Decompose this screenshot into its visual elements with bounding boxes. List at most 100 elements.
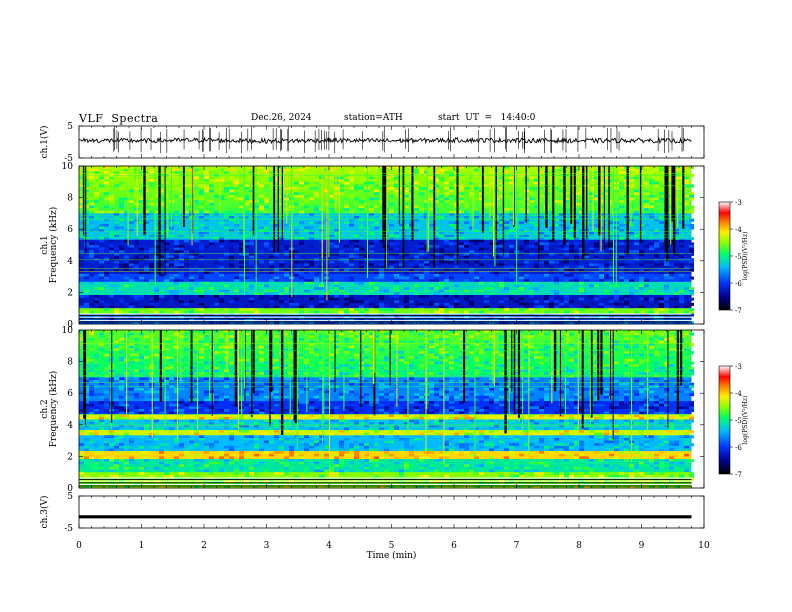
spectrogram-cell xyxy=(124,302,129,306)
spectrogram-cell xyxy=(404,300,409,304)
spectrogram-cell xyxy=(299,348,304,352)
spectrogram-cell xyxy=(219,345,224,349)
spectrogram-cell xyxy=(444,252,449,256)
spectrogram-cell xyxy=(294,255,299,259)
spectrogram-cell xyxy=(594,356,599,360)
spectrogram-cell xyxy=(199,348,204,352)
spectrogram-cell xyxy=(194,287,199,291)
spectrogram-cell xyxy=(319,176,324,180)
spectrogram-cell xyxy=(294,187,299,191)
spectrogram-cell xyxy=(154,176,159,180)
spectrogram-cell xyxy=(139,369,144,373)
spectrogram-cell xyxy=(79,374,84,378)
spectrogram-cell xyxy=(144,305,149,309)
spectrogram-cell xyxy=(229,337,234,341)
spectrogram-cell xyxy=(134,302,139,306)
spectrogram-cell xyxy=(524,380,529,384)
spectrogram-cell xyxy=(474,369,479,373)
spectrogram-cell xyxy=(374,229,379,233)
spectrogram-cell xyxy=(234,237,239,241)
spectrogram-cell xyxy=(444,223,449,227)
spectrogram-cell xyxy=(124,197,129,201)
spectrogram-cell xyxy=(589,223,594,227)
spectrogram-cell xyxy=(89,242,94,246)
spectrogram-cell xyxy=(209,171,214,175)
spectrogram-cell xyxy=(439,361,444,365)
spectrogram-cell xyxy=(579,229,584,233)
spectrogram-cell xyxy=(349,337,354,341)
spectrogram-cell xyxy=(359,229,364,233)
spectrogram-cell xyxy=(539,260,544,264)
spectrogram-cell xyxy=(309,332,314,336)
spectrogram-cell xyxy=(449,223,454,227)
spectrogram-cell xyxy=(339,310,344,314)
spectrogram-cell xyxy=(654,229,659,233)
spectrogram-cell xyxy=(149,279,154,283)
spectrogram-cell xyxy=(644,247,649,251)
spectrogram-cell xyxy=(464,245,469,249)
spectrogram-cell xyxy=(179,247,184,251)
spectrogram-cell xyxy=(349,345,354,349)
spectrogram-cell xyxy=(549,234,554,238)
spectrogram-cell xyxy=(244,372,249,376)
spectrogram-cell xyxy=(384,284,389,288)
spectrogram-cell xyxy=(229,366,234,370)
spectrogram-cell xyxy=(634,202,639,206)
spectrogram-cell xyxy=(99,239,104,243)
spectrogram-cell xyxy=(609,335,614,339)
spectrogram-cell xyxy=(134,194,139,198)
spectrogram-cell xyxy=(344,268,349,272)
spectrogram-cell xyxy=(539,200,544,204)
spectrogram-cell xyxy=(239,231,244,235)
spectrogram-cell xyxy=(449,330,454,334)
spectrogram-cell xyxy=(554,305,559,309)
spectrogram-cell xyxy=(414,260,419,264)
spectrogram-cell xyxy=(404,226,409,230)
spectrogram-cell xyxy=(509,266,514,270)
spectrogram-cell xyxy=(579,171,584,175)
spectrogram-cell xyxy=(514,377,519,381)
spectrogram-cell xyxy=(404,385,409,389)
spectrogram-cell xyxy=(134,218,139,222)
spectrogram-cell xyxy=(464,380,469,384)
spectrogram-cell xyxy=(359,377,364,381)
spectrogram-cell xyxy=(189,281,194,285)
spectrogram-cell xyxy=(594,332,599,336)
spectrogram-cell xyxy=(234,313,239,317)
spectrogram-cell xyxy=(474,356,479,360)
spectrogram-cell xyxy=(359,237,364,241)
spectrogram-cell xyxy=(439,380,444,384)
spectrogram-cell xyxy=(399,250,404,254)
spectrogram-cell xyxy=(604,245,609,249)
spectrogram-cell xyxy=(634,229,639,233)
spectrogram-cell xyxy=(584,348,589,352)
spectrogram-cell xyxy=(454,300,459,304)
spectrogram-cell xyxy=(334,284,339,288)
spectrogram-cell xyxy=(519,276,524,280)
spectrogram-cell xyxy=(359,281,364,285)
spectrogram-cell xyxy=(149,292,154,296)
spectrogram-cell xyxy=(114,226,119,230)
spectrogram-cell xyxy=(674,229,679,233)
spectrogram-cell xyxy=(624,210,629,214)
spectrogram-cell xyxy=(604,221,609,225)
spectrogram-cell xyxy=(619,297,624,301)
spectrogram-cell xyxy=(109,213,114,217)
spectrogram-cell xyxy=(374,221,379,225)
spectrogram-cell xyxy=(399,252,404,256)
spectrogram-cell xyxy=(609,231,614,235)
spectrogram-cell xyxy=(199,231,204,235)
spectrogram-cell xyxy=(174,279,179,283)
spectrogram-cell xyxy=(224,292,229,296)
spectrogram-cell xyxy=(329,194,334,198)
spectrogram-cell xyxy=(434,321,439,325)
spectrogram-cell xyxy=(444,168,449,172)
spectrogram-cell xyxy=(654,200,659,204)
spectrogram-cell xyxy=(139,281,144,285)
spectrogram-cell xyxy=(629,313,634,317)
spectrogram-cell xyxy=(564,361,569,365)
spectrogram-cell xyxy=(359,271,364,275)
spectrogram-cell xyxy=(639,205,644,209)
spectrogram-cell xyxy=(189,194,194,198)
